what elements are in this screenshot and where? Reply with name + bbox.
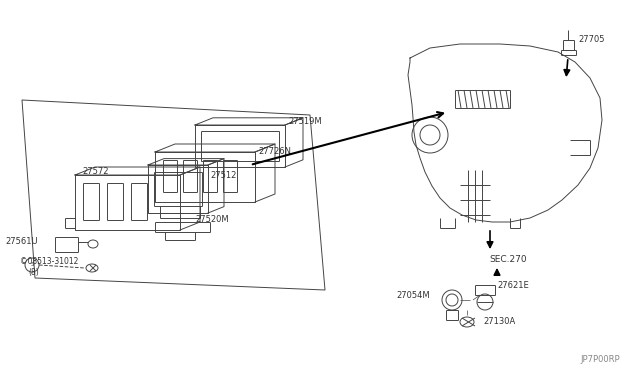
Text: 27705: 27705 <box>578 35 605 45</box>
Text: 27520M: 27520M <box>195 215 228 224</box>
Text: 27621E: 27621E <box>497 280 529 289</box>
Text: 27561U: 27561U <box>5 237 38 247</box>
Text: 27512: 27512 <box>210 171 236 180</box>
Text: 27130A: 27130A <box>483 317 515 327</box>
Text: ©08513-31012: ©08513-31012 <box>20 257 78 266</box>
Text: 27572: 27572 <box>82 167 109 176</box>
Text: 27726N: 27726N <box>258 147 291 155</box>
Text: S: S <box>30 263 34 267</box>
Text: JP7P00RP: JP7P00RP <box>580 356 620 365</box>
Text: 27054M: 27054M <box>396 291 430 299</box>
Text: SEC.270: SEC.270 <box>489 256 527 264</box>
Text: (8): (8) <box>28 267 39 276</box>
Text: 27519M: 27519M <box>288 118 322 126</box>
